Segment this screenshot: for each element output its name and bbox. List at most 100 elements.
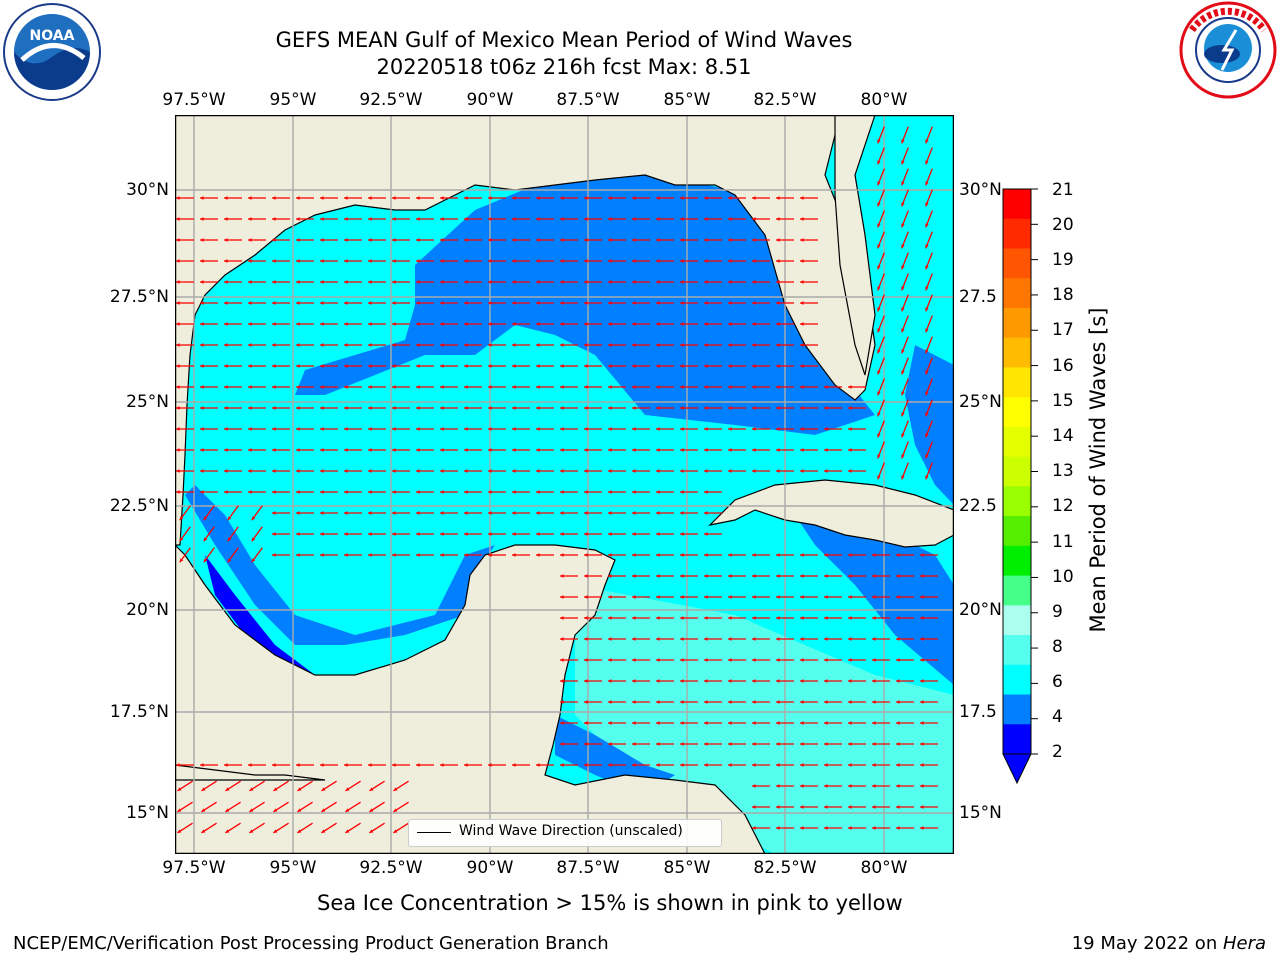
- wave-arrow-head: [656, 532, 660, 536]
- wave-arrow-head: [680, 700, 684, 704]
- wave-arrow-head: [824, 448, 828, 452]
- wave-arrow-head: [776, 721, 780, 725]
- wave-arrow-head: [752, 679, 756, 683]
- lon-tick: 80°W: [860, 90, 908, 110]
- wave-arrow-head: [560, 763, 564, 767]
- wave-arrow-head: [321, 829, 326, 833]
- wave-arrow-head: [608, 343, 612, 347]
- wave-arrow-head: [800, 595, 804, 599]
- wave-arrow-head: [901, 265, 905, 270]
- colorbar-label: 16: [1052, 356, 1074, 376]
- wave-arrow-head: [320, 448, 324, 452]
- wave-arrow-head: [512, 427, 516, 431]
- wave-arrow-head: [608, 364, 612, 368]
- wave-arrow-head: [584, 679, 588, 683]
- map-panel: [175, 115, 954, 854]
- wave-arrow-head: [272, 280, 276, 284]
- wave-arrow-head: [440, 763, 444, 767]
- wave-arrow-head: [200, 343, 204, 347]
- wave-arrow-head: [920, 616, 924, 620]
- wave-arrow-head: [224, 364, 228, 368]
- wave-arrow-head: [824, 742, 828, 746]
- wave-arrow-head: [896, 700, 900, 704]
- wave-arrow-head: [512, 511, 516, 515]
- wave-arrow-head: [800, 805, 804, 809]
- wave-arrow-head: [925, 160, 929, 165]
- wave-arrow-head: [440, 322, 444, 326]
- wave-arrow-head: [704, 448, 708, 452]
- wave-arrow-head: [273, 829, 278, 833]
- wave-arrow-head: [203, 537, 208, 542]
- wave-arrow-head: [440, 553, 444, 557]
- wave-arrow-head: [368, 490, 372, 494]
- wave-arrow-head: [877, 349, 881, 354]
- wave-arrow-head: [488, 343, 492, 347]
- wave-arrow-head: [776, 280, 780, 284]
- wave-arrow-head: [227, 516, 232, 521]
- colorbar-swatch: [1003, 307, 1031, 339]
- wave-arrow-head: [848, 700, 852, 704]
- wave-arrow-head: [752, 427, 756, 431]
- wave-arrow-head: [901, 433, 905, 438]
- wave-arrow-head: [704, 679, 708, 683]
- wave-arrow-head: [800, 364, 804, 368]
- wave-arrow-head: [512, 406, 516, 410]
- wave-arrow-head: [608, 658, 612, 662]
- wave-arrow-head: [925, 286, 929, 291]
- wave-arrow-head: [584, 574, 588, 578]
- wave-arrow-head: [872, 805, 876, 809]
- wave-arrow-head: [752, 322, 756, 326]
- wave-arrow-head: [848, 595, 852, 599]
- wave-arrow-head: [632, 511, 636, 515]
- wave-arrow-head: [656, 427, 660, 431]
- wave-arrow-head: [344, 364, 348, 368]
- wave-arrow-head: [656, 490, 660, 494]
- wave-arrow-head: [368, 469, 372, 473]
- wave-arrow-head: [224, 280, 228, 284]
- wave-arrow-head: [656, 385, 660, 389]
- wave-arrow-head: [248, 196, 252, 200]
- colorbar-swatch: [1003, 189, 1031, 220]
- wave-arrow-head: [920, 742, 924, 746]
- wave-arrow-head: [272, 511, 276, 515]
- wave-arrow-head: [440, 532, 444, 536]
- wave-arrow-head: [632, 721, 636, 725]
- wave-arrow-head: [488, 238, 492, 242]
- wave-arrow-head: [824, 616, 828, 620]
- wave-arrow-head: [320, 280, 324, 284]
- colorbar-label: 9: [1052, 602, 1063, 622]
- wave-arrow-head: [296, 490, 300, 494]
- wave-arrow-head: [584, 595, 588, 599]
- wave-arrow-head: [251, 537, 256, 542]
- wave-arrow-head: [536, 322, 540, 326]
- wave-arrow-head: [776, 427, 780, 431]
- wave-arrow-head: [632, 595, 636, 599]
- wave-arrow-head: [369, 787, 374, 791]
- wave-arrow-head: [416, 511, 420, 515]
- wave-arrow-head: [320, 511, 324, 515]
- wave-arrow-head: [872, 637, 876, 641]
- wave-arrow-head: [488, 427, 492, 431]
- wave-arrow-head: [488, 406, 492, 410]
- wave-arrow-head: [248, 217, 252, 221]
- wave-arrow-head: [800, 763, 804, 767]
- wave-arrow-head: [776, 343, 780, 347]
- wave-arrow-head: [176, 217, 180, 221]
- wave-arrow-head: [488, 322, 492, 326]
- wave-arrow-head: [488, 469, 492, 473]
- wave-arrow-head: [776, 658, 780, 662]
- wave-arrow-head: [800, 721, 804, 725]
- wave-arrow-head: [176, 364, 180, 368]
- wave-arrow-head: [800, 322, 804, 326]
- wave-arrow-head: [848, 616, 852, 620]
- wave-arrow-head: [896, 826, 900, 830]
- wave-arrow-head: [752, 469, 756, 473]
- wave-arrow-head: [776, 616, 780, 620]
- wave-arrow-head: [824, 763, 828, 767]
- wave-arrow-head: [632, 280, 636, 284]
- wave-arrow-head: [901, 160, 905, 165]
- band-yucatan-coast: [555, 715, 675, 795]
- wave-arrow-head: [901, 307, 905, 312]
- wave-arrow-head: [368, 217, 372, 221]
- wave-arrow-head: [901, 391, 905, 396]
